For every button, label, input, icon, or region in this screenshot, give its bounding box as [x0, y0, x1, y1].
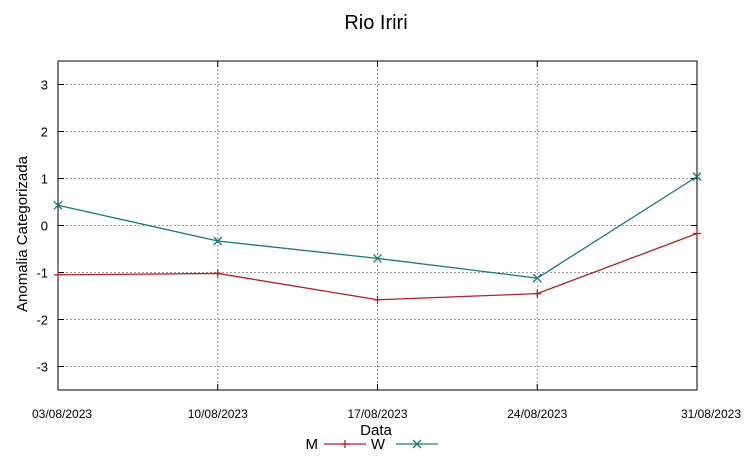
data-point — [533, 289, 542, 298]
y-tick-label: 2 — [41, 125, 48, 140]
marker-cross — [213, 236, 223, 246]
data-point — [373, 253, 382, 263]
y-axis-label: Anomalia Categorizada — [14, 155, 31, 312]
data-point — [213, 236, 223, 246]
data-point — [53, 200, 63, 210]
y-tick-label: -2 — [36, 313, 48, 328]
x-tick-label: 31/08/2023 — [681, 407, 741, 421]
data-point — [693, 229, 701, 238]
legend-entry-w: W — [371, 436, 438, 453]
x-axis-ticks: 03/08/2023 10/08/2023 17/08/2023 24/08/2023… — [32, 61, 741, 421]
y-tick-label: -1 — [36, 266, 48, 281]
chart-title: Rio Iriri — [344, 12, 407, 34]
legend-label: W — [371, 436, 386, 453]
y-tick-label: 3 — [41, 78, 48, 93]
data-point — [373, 295, 382, 304]
legend-entry-m: M — [306, 436, 366, 453]
x-axis-label: Data — [360, 422, 392, 439]
data-point — [692, 172, 702, 182]
gridlines — [57, 61, 698, 390]
series-w — [53, 172, 702, 283]
marker-cross — [692, 172, 702, 182]
marker-cross — [373, 253, 382, 263]
legend-label: M — [306, 436, 319, 453]
y-tick-label: -3 — [36, 360, 48, 375]
y-tick-label: 1 — [41, 172, 48, 187]
x-tick-label: 24/08/2023 — [507, 407, 567, 421]
data-point — [532, 273, 542, 283]
marker-cross — [412, 439, 422, 449]
x-tick-label: 17/08/2023 — [347, 407, 407, 421]
y-tick-label: 0 — [41, 219, 48, 234]
data-point — [213, 269, 222, 278]
series-lines — [53, 172, 702, 304]
y-axis-ticks: -3 -2 -1 0 1 2 3 — [36, 78, 697, 375]
data-point — [54, 270, 62, 279]
series-m — [54, 229, 701, 304]
marker-cross — [53, 200, 63, 210]
marker-cross — [532, 273, 542, 283]
x-tick-label: 03/08/2023 — [32, 407, 92, 421]
x-tick-label: 10/08/2023 — [188, 407, 248, 421]
